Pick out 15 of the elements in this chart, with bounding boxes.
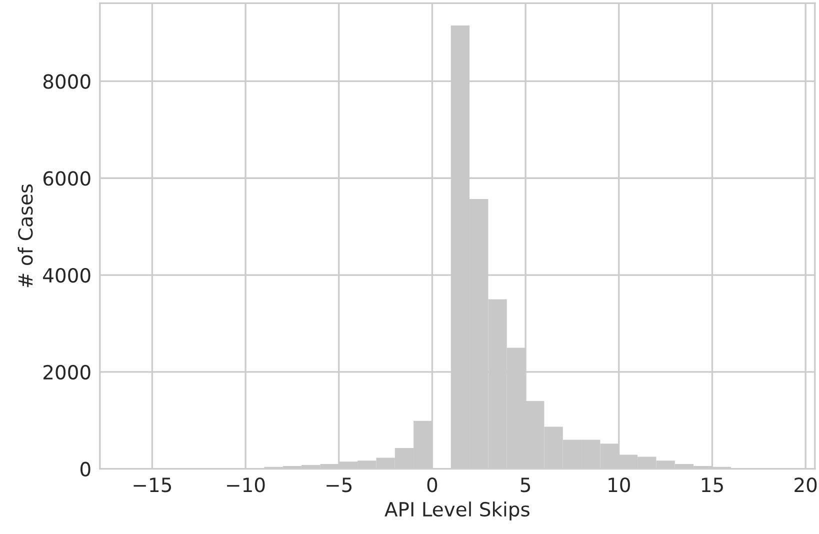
y-axis-title: # of Cases bbox=[18, 184, 33, 288]
y-tick-label: 6000 bbox=[43, 171, 90, 186]
x-axis-title: API Level Skips bbox=[384, 502, 530, 520]
x-tick-label: 10 bbox=[608, 478, 630, 492]
y-tick-label: 0 bbox=[80, 462, 90, 477]
x-tick-label: −15 bbox=[134, 478, 172, 492]
x-tick-label: 15 bbox=[702, 478, 723, 492]
y-tick-label: 8000 bbox=[43, 74, 90, 89]
x-tick-label: 20 bbox=[794, 478, 817, 492]
x-tick-label: −5 bbox=[326, 478, 352, 492]
x-tick-label: 0 bbox=[427, 478, 438, 492]
x-tick-label: −10 bbox=[227, 478, 265, 492]
y-tick-label: 2000 bbox=[44, 364, 90, 380]
x-tick-label: 5 bbox=[520, 478, 530, 492]
y-tick-label: 4000 bbox=[43, 268, 90, 283]
